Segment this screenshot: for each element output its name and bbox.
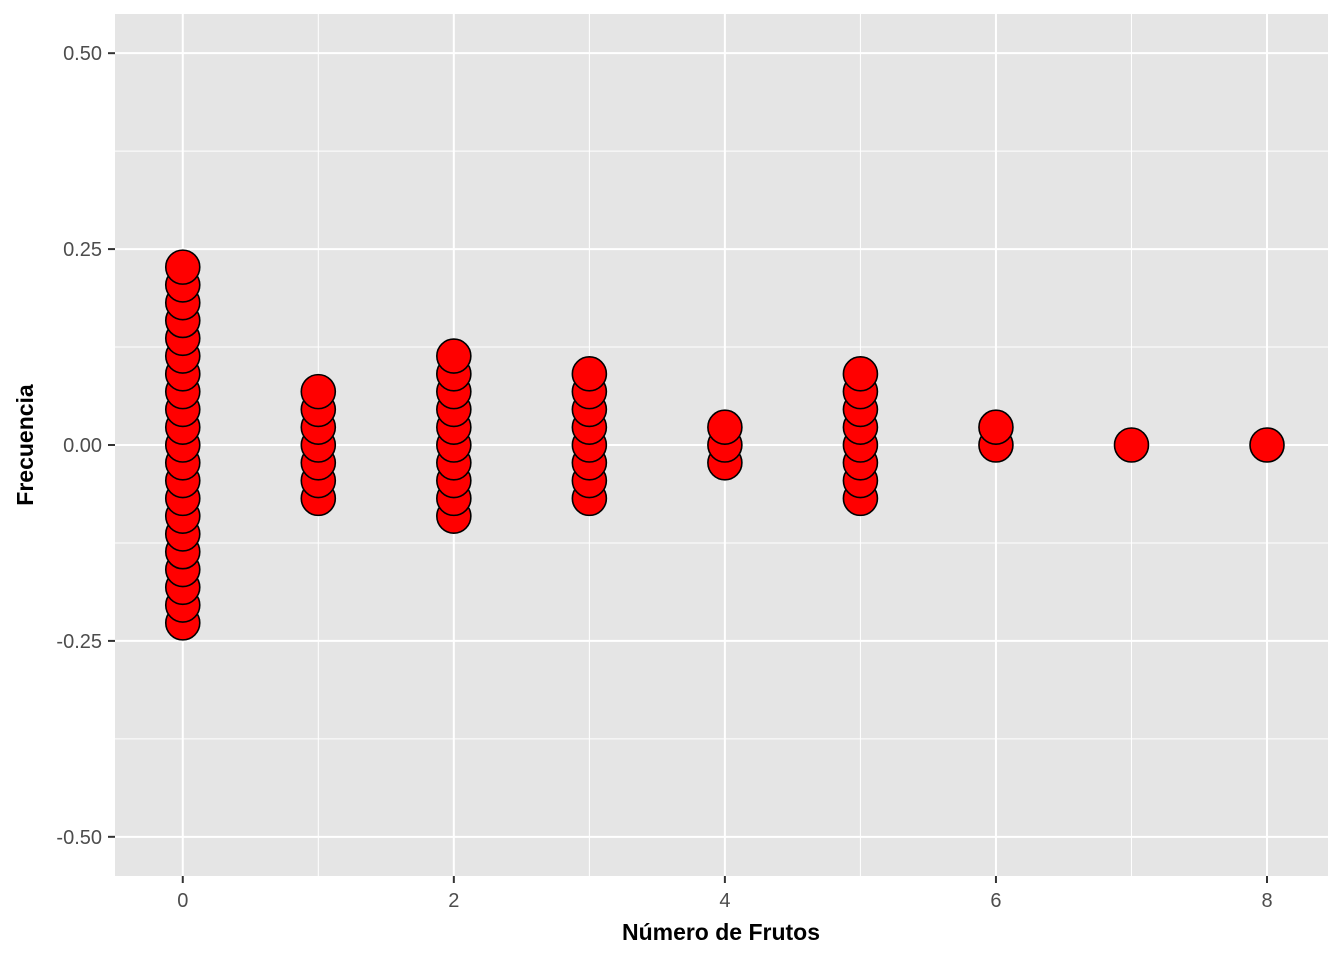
dot-point xyxy=(707,409,743,446)
dot-point xyxy=(164,249,201,285)
dot-point xyxy=(571,356,608,392)
dot-point xyxy=(1113,427,1150,463)
x-axis: 0 2 4 6 8 xyxy=(177,876,1273,912)
dot-point xyxy=(300,373,337,410)
y-tick-label: 0.00 xyxy=(63,435,102,457)
y-tick-label: 0.50 xyxy=(63,43,102,65)
dot-point xyxy=(842,356,879,392)
y-tick-label: -0.50 xyxy=(56,827,102,849)
x-tick-label: 4 xyxy=(719,890,730,912)
y-axis: -0.50 -0.25 0.00 0.25 0.50 xyxy=(56,43,115,849)
dot-point xyxy=(978,409,1014,446)
x-tick-label: 0 xyxy=(177,890,188,912)
x-tick-label: 8 xyxy=(1261,890,1272,912)
dot-point xyxy=(436,338,472,374)
y-tick-label: -0.25 xyxy=(56,631,102,653)
y-tick-label: 0.25 xyxy=(63,239,102,261)
x-tick-label: 6 xyxy=(990,890,1001,912)
dot-point xyxy=(1249,427,1285,463)
dot-layer xyxy=(164,249,1285,641)
y-axis-title: Frecuencia xyxy=(12,384,38,506)
x-tick-label: 2 xyxy=(448,890,459,912)
x-axis-title: Número de Frutos xyxy=(622,919,820,945)
